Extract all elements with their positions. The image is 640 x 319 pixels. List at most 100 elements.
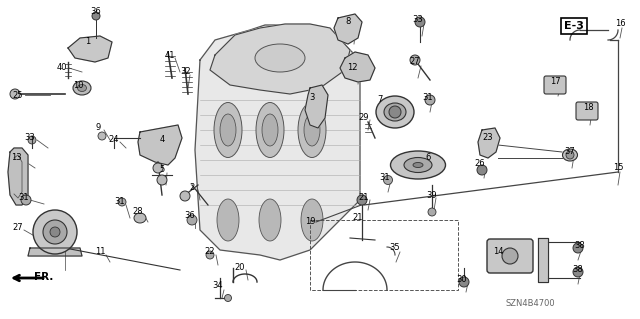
Circle shape — [153, 163, 163, 173]
Ellipse shape — [298, 102, 326, 158]
Text: 33: 33 — [24, 133, 35, 143]
Circle shape — [573, 243, 583, 253]
Ellipse shape — [390, 151, 445, 179]
Polygon shape — [195, 25, 360, 260]
Circle shape — [459, 277, 469, 287]
Ellipse shape — [304, 114, 320, 146]
Circle shape — [92, 12, 100, 20]
Circle shape — [50, 227, 60, 237]
Circle shape — [357, 195, 367, 205]
Text: 26: 26 — [475, 160, 485, 168]
Text: 31: 31 — [19, 194, 29, 203]
Ellipse shape — [217, 199, 239, 241]
Circle shape — [28, 136, 36, 144]
Text: 25: 25 — [13, 91, 23, 100]
Polygon shape — [68, 36, 112, 62]
Text: 21: 21 — [359, 194, 369, 203]
Text: 1: 1 — [85, 38, 91, 47]
Circle shape — [187, 215, 197, 225]
Ellipse shape — [77, 85, 86, 92]
Circle shape — [383, 175, 392, 184]
Circle shape — [415, 17, 425, 27]
Text: 38: 38 — [575, 241, 586, 249]
Text: 37: 37 — [564, 147, 575, 157]
Circle shape — [206, 251, 214, 259]
Text: 31: 31 — [115, 197, 125, 206]
Circle shape — [573, 267, 583, 277]
Text: 32: 32 — [180, 68, 191, 77]
Text: 6: 6 — [426, 153, 431, 162]
FancyBboxPatch shape — [576, 102, 598, 120]
Text: 4: 4 — [159, 136, 164, 145]
Text: 19: 19 — [305, 218, 316, 226]
Text: 13: 13 — [11, 153, 21, 162]
Circle shape — [410, 55, 420, 65]
Circle shape — [98, 132, 106, 140]
Text: SZN4B4700: SZN4B4700 — [505, 300, 555, 308]
Text: 41: 41 — [164, 50, 175, 60]
Text: 27: 27 — [410, 57, 420, 66]
Text: 9: 9 — [95, 123, 100, 132]
Text: 3: 3 — [309, 93, 315, 102]
Polygon shape — [28, 248, 82, 256]
Text: 33: 33 — [413, 16, 424, 25]
Text: 21: 21 — [353, 213, 364, 222]
Text: 14: 14 — [493, 248, 503, 256]
Circle shape — [389, 106, 401, 118]
Circle shape — [43, 220, 67, 244]
Text: 10: 10 — [73, 80, 83, 90]
Polygon shape — [334, 14, 362, 44]
Text: 40: 40 — [57, 63, 67, 72]
Polygon shape — [538, 238, 548, 282]
Text: 34: 34 — [212, 281, 223, 291]
Text: 39: 39 — [427, 190, 437, 199]
Ellipse shape — [563, 149, 577, 161]
Ellipse shape — [413, 162, 423, 167]
Text: 23: 23 — [483, 133, 493, 143]
Text: 27: 27 — [13, 224, 23, 233]
Text: 7: 7 — [378, 95, 383, 105]
Text: 22: 22 — [205, 248, 215, 256]
Circle shape — [502, 248, 518, 264]
Text: 24: 24 — [109, 136, 119, 145]
Circle shape — [425, 95, 435, 105]
Circle shape — [180, 191, 190, 201]
Text: 36: 36 — [184, 211, 195, 220]
Ellipse shape — [134, 213, 146, 223]
Ellipse shape — [256, 102, 284, 158]
Circle shape — [566, 151, 574, 159]
Text: 18: 18 — [582, 103, 593, 113]
Circle shape — [428, 208, 436, 216]
Text: 15: 15 — [612, 164, 623, 173]
Polygon shape — [210, 24, 350, 94]
Polygon shape — [138, 125, 182, 165]
Text: 36: 36 — [91, 8, 101, 17]
Text: 5: 5 — [159, 166, 164, 174]
Circle shape — [225, 294, 232, 301]
Text: 11: 11 — [95, 248, 105, 256]
Ellipse shape — [262, 114, 278, 146]
Text: 16: 16 — [614, 19, 625, 28]
Text: 2: 2 — [189, 183, 195, 192]
Text: 28: 28 — [132, 207, 143, 217]
Text: FR.: FR. — [35, 272, 54, 282]
Circle shape — [157, 175, 167, 185]
Text: 8: 8 — [346, 18, 351, 26]
Text: 29: 29 — [359, 114, 369, 122]
Text: E-3: E-3 — [564, 21, 584, 31]
Ellipse shape — [259, 199, 281, 241]
Ellipse shape — [301, 199, 323, 241]
Ellipse shape — [214, 102, 242, 158]
Circle shape — [21, 195, 31, 205]
Ellipse shape — [404, 158, 432, 173]
FancyBboxPatch shape — [544, 76, 566, 94]
Ellipse shape — [73, 81, 91, 95]
Polygon shape — [8, 148, 28, 205]
Text: 12: 12 — [347, 63, 357, 72]
Circle shape — [118, 198, 126, 206]
Text: 35: 35 — [390, 243, 400, 253]
Circle shape — [10, 89, 20, 99]
Ellipse shape — [384, 103, 406, 121]
Ellipse shape — [255, 44, 305, 72]
Circle shape — [33, 210, 77, 254]
